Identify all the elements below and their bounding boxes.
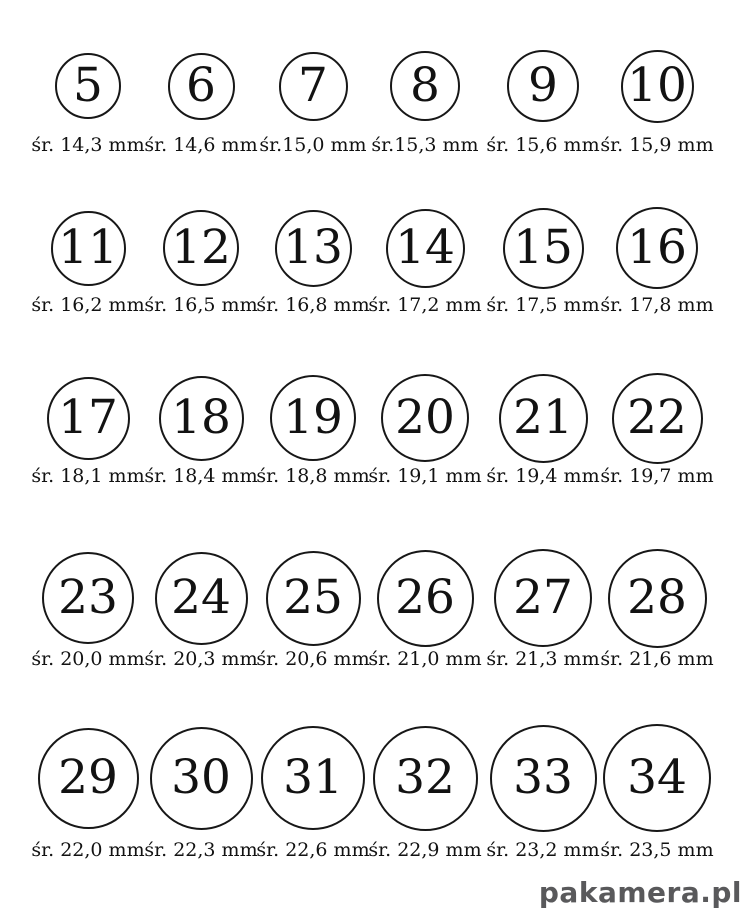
ring-size-number: 25 (283, 569, 343, 625)
ring-circle: 27 (494, 549, 592, 647)
diameter-label: śr. 16,2 mm (31, 294, 145, 316)
ring-size-number: 17 (58, 389, 118, 445)
ring-circle: 9 (507, 50, 579, 122)
ring-size-number: 27 (513, 569, 573, 625)
diameter-label: śr. 22,0 mm (31, 839, 145, 861)
ring-circle: 10 (620, 49, 694, 123)
ring-circle: 31 (261, 726, 365, 830)
ring-circle: 26 (376, 549, 474, 647)
diameter-label: śr. 22,3 mm (144, 839, 258, 861)
diameter-label: śr. 19,1 mm (368, 465, 482, 487)
ring-circle: 13 (274, 209, 352, 287)
ring-circle: 8 (390, 51, 460, 121)
ring-size-number: 10 (627, 57, 687, 113)
pakamera-logo: pakamera.pl (538, 876, 742, 909)
ring-size-number: 6 (186, 57, 216, 113)
ring-size-number: 33 (513, 749, 573, 805)
diameter-label: śr. 21,3 mm (486, 648, 600, 670)
ring-circle: 7 (278, 51, 348, 121)
diameter-label: śr. 18,4 mm (144, 465, 258, 487)
ring-circle: 22 (611, 372, 703, 464)
ring-size-number: 24 (171, 569, 231, 625)
ring-size-number: 18 (171, 389, 231, 445)
diameter-label: śr. 21,6 mm (600, 648, 714, 670)
diameter-label: śr. 21,0 mm (368, 648, 482, 670)
ring-circle: 21 (498, 373, 588, 463)
ring-circle: 20 (381, 374, 469, 462)
diameter-label: śr. 23,2 mm (486, 839, 600, 861)
ring-circle: 14 (385, 208, 465, 288)
ring-size-number: 12 (171, 219, 231, 275)
ring-circle: 34 (603, 724, 711, 832)
diameter-label: śr. 20,6 mm (256, 648, 370, 670)
ring-size-number: 23 (58, 569, 118, 625)
ring-circle: 33 (489, 724, 597, 832)
ring-size-number: 16 (627, 219, 687, 275)
ring-size-number: 15 (513, 219, 573, 275)
ring-circle: 16 (616, 207, 698, 289)
ring-circle: 5 (55, 53, 121, 119)
diameter-label: śr. 19,4 mm (486, 465, 600, 487)
ring-circle: 25 (265, 550, 361, 646)
ring-size-number: 26 (395, 569, 455, 625)
ring-size-number: 5 (73, 57, 103, 113)
ring-size-number: 13 (283, 219, 343, 275)
diameter-label: śr.15,3 mm (371, 134, 479, 156)
ring-size-number: 21 (513, 389, 573, 445)
diameter-label: śr. 15,9 mm (600, 134, 714, 156)
diameter-label: śr. 14,6 mm (144, 134, 258, 156)
diameter-label: śr. 20,0 mm (31, 648, 145, 670)
diameter-label: śr. 22,6 mm (256, 839, 370, 861)
ring-circle: 17 (46, 376, 130, 460)
ring-size-number: 14 (395, 219, 455, 275)
ring-circle: 15 (502, 207, 584, 289)
diameter-label: śr.15,0 mm (259, 134, 367, 156)
ring-circle: 29 (37, 727, 139, 829)
diameter-label: śr. 19,7 mm (600, 465, 714, 487)
ring-size-number: 9 (528, 57, 558, 113)
ring-circle: 23 (42, 552, 134, 644)
ring-circle: 12 (163, 210, 239, 286)
diameter-label: śr. 17,5 mm (486, 294, 600, 316)
diameter-label: śr. 16,8 mm (256, 294, 370, 316)
diameter-label: śr. 18,8 mm (256, 465, 370, 487)
ring-size-number: 7 (298, 57, 328, 113)
ring-size-number: 34 (627, 749, 687, 805)
diameter-label: śr. 18,1 mm (31, 465, 145, 487)
ring-size-number: 19 (283, 389, 343, 445)
ring-circle: 11 (50, 210, 126, 286)
ring-circle: 18 (158, 375, 244, 461)
diameter-label: śr. 15,6 mm (486, 134, 600, 156)
ring-size-number: 11 (58, 219, 118, 275)
diameter-label: śr. 22,9 mm (368, 839, 482, 861)
diameter-label: śr. 14,3 mm (31, 134, 145, 156)
ring-circle: 19 (270, 375, 356, 461)
ring-size-number: 32 (395, 749, 455, 805)
diameter-label: śr. 16,5 mm (144, 294, 258, 316)
diameter-label: śr. 17,2 mm (368, 294, 482, 316)
ring-size-number: 20 (395, 389, 455, 445)
ring-size-number: 28 (627, 569, 687, 625)
ring-circle: 28 (607, 548, 707, 648)
ring-size-number: 31 (283, 749, 343, 805)
ring-size-number: 8 (410, 57, 440, 113)
ring-circle: 6 (167, 52, 235, 120)
ring-size-number: 29 (58, 749, 118, 805)
ring-size-number: 22 (627, 389, 687, 445)
ring-circle: 32 (372, 725, 478, 831)
ring-circle: 24 (154, 551, 248, 645)
diameter-label: śr. 20,3 mm (144, 648, 258, 670)
ring-size-number: 30 (171, 749, 231, 805)
ring-circle: 30 (149, 726, 253, 830)
diameter-label: śr. 23,5 mm (600, 839, 714, 861)
diameter-label: śr. 17,8 mm (600, 294, 714, 316)
